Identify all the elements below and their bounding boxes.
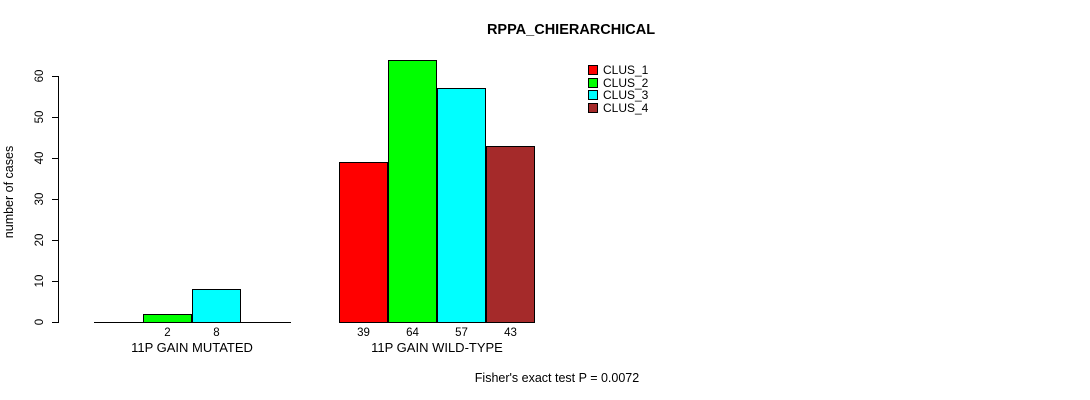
y-axis-label: number of cases	[2, 145, 16, 239]
bar-value-label: 8	[213, 327, 220, 339]
bar-clus_3-group1	[192, 289, 241, 323]
y-axis-tick	[52, 199, 58, 200]
bar-value-label: 64	[406, 327, 419, 339]
legend-color-swatch	[588, 65, 598, 75]
y-axis-tick	[52, 281, 58, 282]
legend-label: CLUS_3	[603, 88, 649, 103]
y-axis-tick	[52, 322, 58, 323]
bar-value-label: 39	[357, 327, 370, 339]
y-axis-tick	[52, 240, 58, 241]
y-axis-tick-label: 60	[34, 69, 46, 83]
legend-label: CLUS_2	[603, 75, 649, 90]
bar-value-label: 2	[164, 327, 171, 339]
legend-label: CLUS_1	[603, 63, 649, 77]
bar-value-label: 43	[504, 327, 517, 339]
bar-clus_2-group1	[143, 313, 192, 323]
bar-value-label: 57	[455, 327, 468, 339]
y-axis-tick	[52, 76, 58, 77]
y-axis-tick	[52, 117, 58, 118]
y-axis-tick-label: 40	[34, 151, 46, 165]
bar-clus_1-group2	[339, 162, 388, 323]
group-label: 11P GAIN MUTATED	[131, 340, 253, 355]
chart-title: RPPA_CHIERARCHICAL	[486, 22, 656, 38]
fisher-test-footnote: Fisher's exact test P = 0.0072	[474, 371, 640, 385]
legend-color-swatch	[588, 90, 598, 101]
y-axis-line	[58, 76, 59, 323]
bar-zero-clus_4-group1	[241, 322, 291, 323]
legend-color-swatch	[588, 77, 598, 88]
y-axis-tick-label: 10	[34, 274, 46, 288]
bar-zero-clus_1-group1	[94, 322, 144, 323]
bar-clus_3-group2	[437, 88, 486, 323]
y-axis-tick-label: 50	[34, 110, 46, 124]
legend-color-swatch	[588, 103, 598, 114]
bar-clus_2-group2	[388, 59, 437, 323]
group-label: 11P GAIN WILD-TYPE	[371, 340, 503, 355]
y-axis-tick-label: 20	[34, 233, 46, 247]
legend: CLUS_1 CLUS_2 CLUS_3 CLUS_4	[588, 63, 708, 121]
y-axis-tick	[52, 158, 58, 159]
y-axis-tick-label: 30	[34, 192, 46, 206]
y-axis-tick-label: 0	[34, 318, 46, 326]
bar-clus_4-group2	[486, 145, 535, 323]
legend-label: CLUS_4	[603, 101, 649, 116]
